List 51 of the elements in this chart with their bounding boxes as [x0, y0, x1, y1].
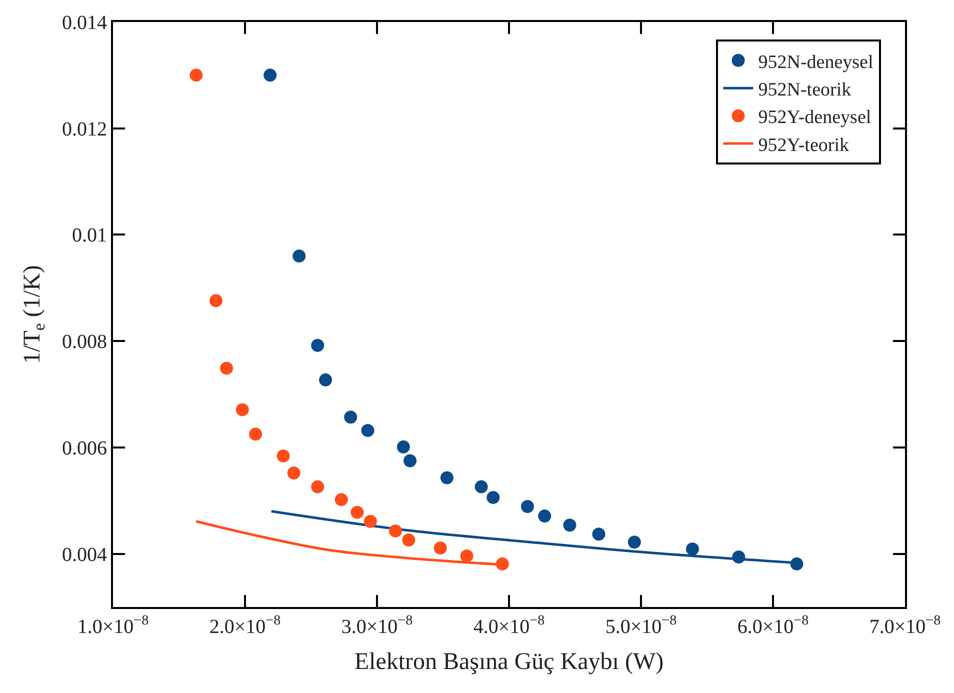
point: [628, 536, 641, 549]
point: [209, 294, 222, 308]
point: [292, 250, 306, 262]
legend-label: 952Y-teorik: [758, 134, 850, 156]
point: [474, 480, 488, 494]
y-tick-label: 0.012: [62, 118, 107, 140]
point: [361, 424, 374, 437]
point: [538, 510, 552, 523]
point: [402, 533, 416, 546]
x-tick-label: 7.0×10$^{−8}$: [869, 614, 941, 638]
y-tick-label: 0.014: [62, 12, 107, 34]
x-tick-label: 1.0×10$^{−8}$: [77, 614, 149, 638]
point: [236, 403, 249, 416]
legend-label: 952Y-deneysel: [758, 107, 872, 128]
y-tick-label: 0.004: [62, 544, 107, 566]
x-tick-label: 4.0×10$^{−8}$: [473, 614, 545, 638]
point: [396, 440, 410, 454]
point: [404, 454, 416, 468]
point: [311, 480, 324, 494]
point: [440, 471, 454, 484]
point: [249, 428, 262, 441]
y-tick-label: 0.008: [62, 331, 107, 354]
point: [388, 524, 402, 538]
point: [319, 373, 332, 386]
x-tick-label: 5.0×10$^{−8}$: [605, 614, 677, 638]
point: [592, 528, 606, 541]
point: [434, 541, 447, 554]
x-tick-label: 6.0×10$^{−8}$: [737, 614, 809, 638]
point: [460, 549, 474, 562]
y-tick-label: 0.01: [72, 224, 107, 247]
point: [344, 410, 358, 424]
x-tick-label: 2.0×10$^{−8}$: [209, 614, 281, 638]
point: [334, 493, 348, 506]
y-tick-label: 0.006: [62, 437, 107, 460]
point: [364, 514, 377, 528]
point: [686, 542, 699, 556]
point: [350, 506, 364, 519]
x-axis-title: Elektron Başına Güç Kaybı (W): [354, 648, 664, 675]
point: [220, 362, 234, 375]
legend-label: 952N-deneysel: [758, 52, 874, 73]
point: [520, 500, 534, 513]
point: [276, 449, 290, 462]
x-tick-label: 3.0×10$^{−8}$: [341, 614, 413, 638]
point: [264, 68, 277, 82]
point: [563, 518, 576, 532]
legend-label: 952N-teorik: [758, 80, 852, 101]
point: [287, 466, 300, 480]
point: [496, 557, 509, 570]
point: [311, 338, 324, 352]
point: [486, 490, 500, 504]
point: [190, 68, 203, 82]
